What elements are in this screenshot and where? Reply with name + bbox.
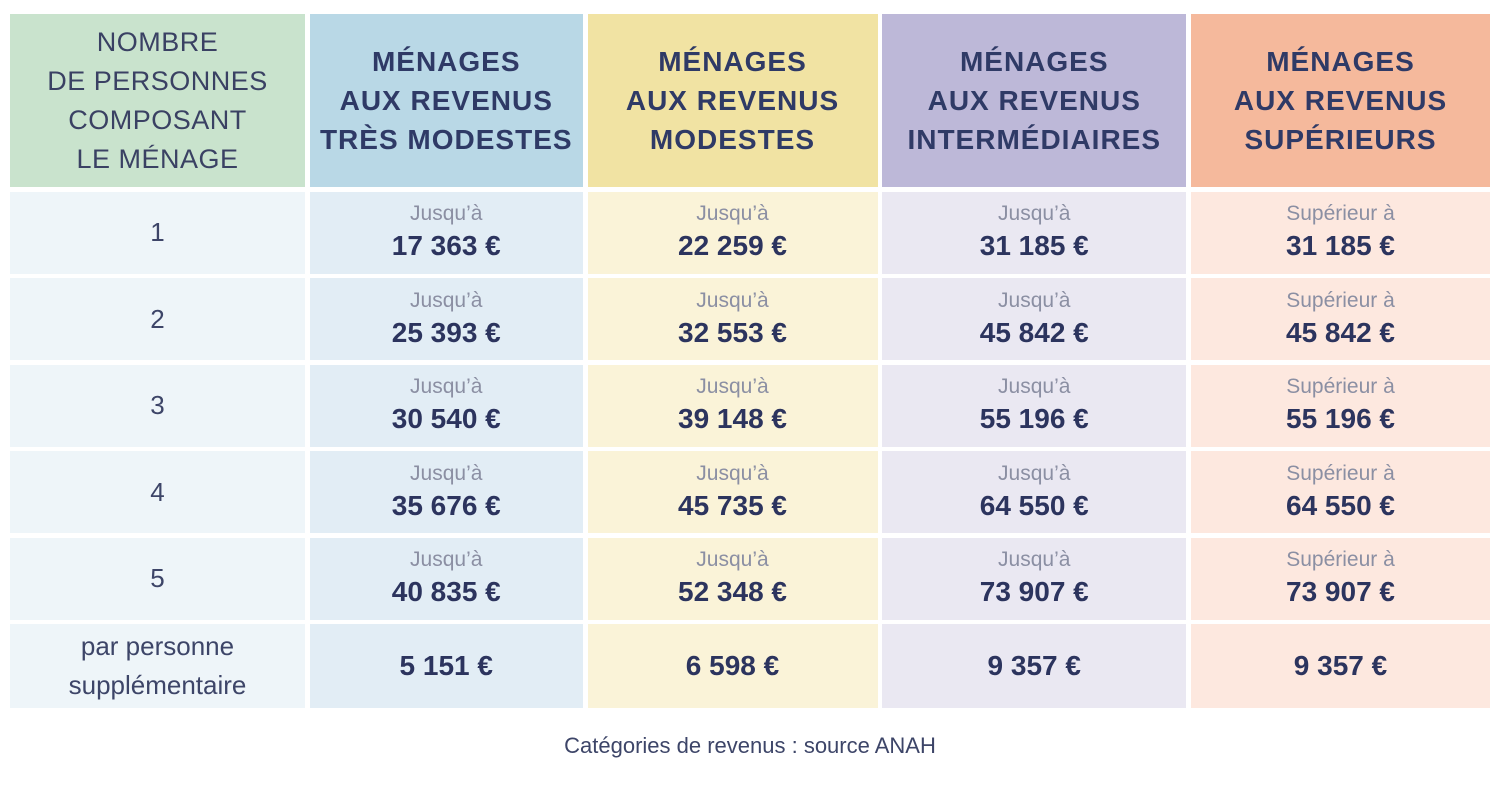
income-amount: 17 363 € bbox=[391, 230, 501, 261]
income-prefix: Jusqu’à bbox=[696, 202, 769, 225]
income-prefix: Supérieur à bbox=[1286, 461, 1395, 485]
header-tres-modestes: MÉNAGES AUX REVENUS TRÈS MODESTES bbox=[309, 14, 583, 187]
income-cell: Jusqu’à 64 550 € bbox=[882, 451, 1187, 533]
income-cell: Supérieur à 45 842 € bbox=[1191, 278, 1490, 360]
income-prefix: Jusqu’à bbox=[998, 288, 1071, 312]
header-line: MÉNAGES bbox=[371, 46, 521, 77]
income-prefix: Jusqu’à bbox=[410, 202, 483, 225]
income-cell: Jusqu’à 35 676 € bbox=[309, 451, 583, 533]
income-cell: Jusqu’à 17 363 € bbox=[309, 191, 583, 274]
income-cell: 5 151 € bbox=[309, 624, 583, 708]
income-amount: 52 348 € bbox=[678, 576, 787, 607]
income-cell: Jusqu’à 73 907 € bbox=[882, 537, 1187, 620]
header-line: MÉNAGES bbox=[658, 46, 807, 77]
income-cell: 9 357 € bbox=[882, 624, 1187, 708]
income-amount: 45 842 € bbox=[979, 316, 1089, 348]
income-amount: 40 835 € bbox=[391, 576, 501, 607]
income-prefix: Jusqu’à bbox=[696, 548, 769, 571]
income-cell: Jusqu’à 45 735 € bbox=[587, 451, 878, 533]
income-amount: 55 196 € bbox=[979, 403, 1089, 434]
income-amount: 35 676 € bbox=[391, 489, 501, 521]
header-line: INTERMÉDIAIRES bbox=[907, 124, 1162, 155]
header-line: MÉNAGES bbox=[959, 46, 1109, 77]
income-amount: 31 185 € bbox=[1286, 230, 1395, 261]
income-cell: 6 598 € bbox=[587, 624, 878, 708]
income-amount: 73 907 € bbox=[1286, 576, 1395, 607]
income-cell: Jusqu’à 52 348 € bbox=[587, 537, 878, 620]
income-amount: 64 550 € bbox=[1286, 489, 1395, 521]
header-line: AUX REVENUS bbox=[625, 85, 840, 116]
header-line: MÉNAGES bbox=[1266, 46, 1415, 77]
income-amount: 39 148 € bbox=[678, 403, 787, 434]
income-prefix: Jusqu’à bbox=[998, 375, 1071, 398]
income-cell: Jusqu’à 55 196 € bbox=[882, 364, 1187, 447]
header-line: AUX REVENUS bbox=[1233, 85, 1448, 116]
header-line: AUX REVENUS bbox=[927, 85, 1141, 116]
income-amount: 9 357 € bbox=[1293, 650, 1388, 681]
header-line: MODESTES bbox=[649, 124, 816, 155]
header-modestes: MÉNAGES AUX REVENUS MODESTES bbox=[587, 14, 878, 187]
income-amount: 31 185 € bbox=[979, 230, 1089, 261]
header-line: LE MÉNAGE bbox=[76, 143, 239, 174]
income-prefix: Jusqu’à bbox=[998, 548, 1071, 571]
row-label: 2 bbox=[10, 278, 305, 360]
income-cell: 9 357 € bbox=[1191, 624, 1490, 708]
income-prefix: Jusqu’à bbox=[410, 375, 483, 398]
income-prefix: Jusqu’à bbox=[410, 548, 483, 571]
income-cell: Jusqu’à 22 259 € bbox=[587, 191, 878, 274]
income-amount: 6 598 € bbox=[685, 650, 780, 681]
header-line: SUPÉRIEURS bbox=[1244, 124, 1437, 155]
income-cell: Supérieur à 64 550 € bbox=[1191, 451, 1490, 533]
income-table: NOMBRE DE PERSONNES COMPOSANT LE MÉNAGE … bbox=[10, 14, 1490, 708]
row-label: 3 bbox=[10, 364, 305, 447]
income-cell: Jusqu’à 31 185 € bbox=[882, 191, 1187, 274]
header-intermediaires: MÉNAGES AUX REVENUS INTERMÉDIAIRES bbox=[882, 14, 1187, 187]
row-label-extra-person: par personne supplémentaire bbox=[10, 624, 305, 708]
income-amount: 5 151 € bbox=[399, 650, 493, 681]
income-prefix: Jusqu’à bbox=[696, 461, 769, 485]
income-amount: 22 259 € bbox=[678, 230, 787, 261]
income-amount: 45 735 € bbox=[678, 489, 787, 521]
income-cell: Supérieur à 73 907 € bbox=[1191, 537, 1490, 620]
income-amount: 32 553 € bbox=[678, 316, 787, 348]
income-amount: 30 540 € bbox=[391, 403, 501, 434]
income-cell: Jusqu’à 30 540 € bbox=[309, 364, 583, 447]
income-amount: 25 393 € bbox=[391, 316, 501, 348]
income-prefix: Jusqu’à bbox=[410, 461, 483, 485]
header-line: NOMBRE bbox=[96, 26, 219, 57]
income-prefix: Supérieur à bbox=[1286, 548, 1395, 571]
income-cell: Jusqu’à 32 553 € bbox=[587, 278, 878, 360]
income-cell: Supérieur à 31 185 € bbox=[1191, 191, 1490, 274]
income-prefix: Supérieur à bbox=[1286, 202, 1395, 225]
income-prefix: Supérieur à bbox=[1286, 375, 1395, 398]
row-label: 4 bbox=[10, 451, 305, 533]
income-amount: 64 550 € bbox=[979, 489, 1089, 521]
income-prefix: Jusqu’à bbox=[696, 375, 769, 398]
source-caption: Catégories de revenus : source ANAH bbox=[564, 733, 936, 758]
income-amount: 9 357 € bbox=[987, 650, 1081, 681]
income-prefix: Jusqu’à bbox=[696, 288, 769, 312]
income-cell: Supérieur à 55 196 € bbox=[1191, 364, 1490, 447]
row-label-line: par personne bbox=[80, 631, 235, 661]
income-prefix: Jusqu’à bbox=[998, 461, 1071, 485]
income-prefix: Jusqu’à bbox=[410, 288, 483, 312]
income-cell: Jusqu’à 40 835 € bbox=[309, 537, 583, 620]
row-label: 1 bbox=[10, 191, 305, 274]
income-amount: 73 907 € bbox=[979, 576, 1089, 607]
income-cell: Jusqu’à 39 148 € bbox=[587, 364, 878, 447]
row-label-line: supplémentaire bbox=[68, 670, 247, 700]
header-line: TRÈS MODESTES bbox=[319, 124, 573, 155]
header-line: AUX REVENUS bbox=[339, 85, 553, 116]
header-line: DE PERSONNES bbox=[47, 65, 268, 96]
header-line: COMPOSANT bbox=[68, 104, 247, 135]
income-prefix: Jusqu’à bbox=[998, 202, 1071, 225]
header-household-size: NOMBRE DE PERSONNES COMPOSANT LE MÉNAGE bbox=[10, 14, 305, 187]
header-superieurs: MÉNAGES AUX REVENUS SUPÉRIEURS bbox=[1191, 14, 1490, 187]
income-prefix: Supérieur à bbox=[1286, 288, 1395, 312]
income-cell: Jusqu’à 25 393 € bbox=[309, 278, 583, 360]
row-label: 5 bbox=[10, 537, 305, 620]
income-amount: 45 842 € bbox=[1286, 316, 1395, 348]
income-cell: Jusqu’à 45 842 € bbox=[882, 278, 1187, 360]
income-amount: 55 196 € bbox=[1286, 403, 1395, 434]
